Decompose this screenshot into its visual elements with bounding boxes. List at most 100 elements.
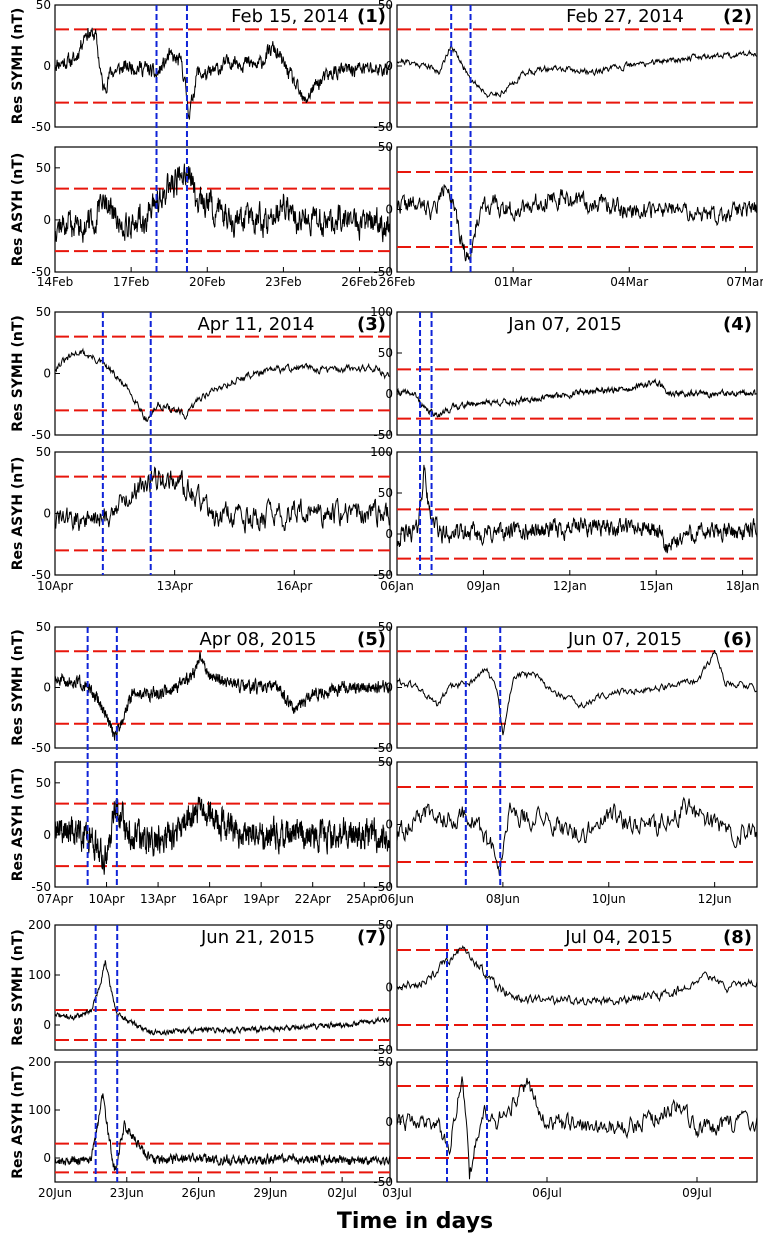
panel-title: Jul 04, 2015 bbox=[564, 927, 673, 948]
asyh-frame bbox=[54, 1061, 391, 1183]
symh-ytick-label: 100 bbox=[28, 968, 51, 982]
asyh-ytick-label: 50 bbox=[36, 776, 51, 790]
symh-subplot: -50 0 50 bbox=[373, 620, 758, 755]
symh-ytick-label: 50 bbox=[378, 918, 393, 932]
xtick-label: 06Jun bbox=[380, 892, 414, 906]
xtick-label: 12Jan bbox=[553, 579, 587, 593]
symh-ytick-label: -50 bbox=[373, 741, 393, 755]
asyh-ylabel: Res ASYH (nT) bbox=[10, 457, 26, 570]
xtick-label: 13Apr bbox=[157, 579, 193, 593]
symh-ytick-label: 0 bbox=[43, 1018, 51, 1032]
asyh-ylabel: Res ASYH (nT) bbox=[10, 1065, 26, 1178]
symh-ytick-label: -50 bbox=[373, 120, 393, 134]
xtick-label: 08Jun bbox=[486, 892, 520, 906]
asyh-ytick-label: -50 bbox=[31, 265, 51, 279]
panel-title: Feb 27, 2014 bbox=[566, 6, 684, 27]
xtick-label: 09Jul bbox=[682, 1186, 712, 1200]
asyh-ytick-label: 0 bbox=[43, 213, 51, 227]
symh-ylabel: Res SYMH (nT) bbox=[10, 629, 26, 746]
xtick-label: 17Feb bbox=[113, 275, 150, 289]
xtick-label: 04Mar bbox=[610, 275, 648, 289]
asyh-subplot: -50 0 50 Res ASYH (nT) bbox=[10, 146, 391, 279]
panel-number: (4) bbox=[723, 314, 752, 335]
asyh-ytick-label: 0 bbox=[385, 818, 393, 832]
symh-ytick-label: 50 bbox=[378, 0, 393, 12]
panel-title: Jan 07, 2015 bbox=[507, 314, 622, 335]
symh-ytick-label: 0 bbox=[385, 59, 393, 73]
symh-ytick-label: 0 bbox=[385, 387, 393, 401]
asyh-ytick-label: 0 bbox=[43, 1151, 51, 1165]
xtick-label: 23Feb bbox=[265, 275, 302, 289]
asyh-ytick-label: 0 bbox=[43, 507, 51, 521]
symh-trace bbox=[396, 649, 758, 736]
asyh-subplot: -50 0 50 Res ASYH (nT) bbox=[10, 761, 391, 894]
xtick-label: 20Jun bbox=[38, 1186, 72, 1200]
xtick-label: 09Jan bbox=[467, 579, 501, 593]
xtick-label: 16Apr bbox=[192, 892, 228, 906]
xtick-label: 01Mar bbox=[494, 275, 532, 289]
symh-ytick-label: 0 bbox=[385, 681, 393, 695]
asyh-ylabel: Res ASYH (nT) bbox=[10, 768, 26, 881]
asyh-trace bbox=[396, 464, 758, 554]
xtick-label: 26Feb bbox=[379, 275, 416, 289]
xtick-label: 06Jul bbox=[532, 1186, 562, 1200]
asyh-ytick-label: 0 bbox=[385, 527, 393, 541]
symh-trace bbox=[396, 378, 758, 418]
symh-ytick-label: 0 bbox=[43, 59, 51, 73]
symh-trace bbox=[54, 27, 391, 120]
xtick-label: 02Jul bbox=[327, 1186, 357, 1200]
panel-number: (1) bbox=[357, 6, 386, 27]
symh-ytick-label: -50 bbox=[31, 741, 51, 755]
asyh-ytick-label: 50 bbox=[378, 1055, 393, 1069]
xtick-label: 06Jan bbox=[380, 579, 414, 593]
symh-subplot: -50 0 50 bbox=[373, 918, 758, 1057]
symh-ytick-label: 200 bbox=[28, 918, 51, 932]
panel-number: (3) bbox=[357, 314, 386, 335]
symh-frame bbox=[54, 924, 391, 1051]
panel-4: -50 0 50 100 -50 0 50 100 06Jan 09Jan 12Jan 15Jan 18… bbox=[370, 305, 759, 593]
symh-ytick-label: 100 bbox=[370, 305, 393, 319]
asyh-ytick-label: 50 bbox=[36, 445, 51, 459]
xtick-label: 19Apr bbox=[243, 892, 279, 906]
panel-5: -50 0 50 Res SYMH (nT) -50 0 50 Res ASYH (nT) 07… bbox=[10, 620, 391, 906]
asyh-ytick-label: 0 bbox=[385, 1115, 393, 1129]
xtick-label: 26Jun bbox=[182, 1186, 216, 1200]
symh-ylabel: Res SYMH (nT) bbox=[10, 315, 26, 432]
panel-title: Apr 11, 2014 bbox=[197, 314, 314, 335]
asyh-subplot: -50 0 50 Res ASYH (nT) bbox=[10, 445, 391, 582]
xtick-label: 10Apr bbox=[89, 892, 125, 906]
asyh-ytick-label: 0 bbox=[385, 203, 393, 217]
panel-2: -50 0 50 -50 0 50 26Feb 01Mar 04Mar 07Mar Feb 27, … bbox=[373, 0, 763, 289]
xtick-label: 23Jun bbox=[110, 1186, 144, 1200]
panel-number: (8) bbox=[723, 927, 752, 948]
panel-title: Feb 15, 2014 bbox=[231, 6, 349, 27]
panel-1: -50 0 50 Res SYMH (nT) -50 0 50 Res ASYH (nT) 14… bbox=[10, 0, 391, 289]
symh-ytick-label: 0 bbox=[385, 981, 393, 995]
xtick-label: 12Jun bbox=[698, 892, 732, 906]
symh-frame bbox=[396, 311, 758, 436]
symh-subplot: -50 0 50 bbox=[373, 0, 758, 134]
xtick-label: 22Apr bbox=[295, 892, 331, 906]
panel-number: (6) bbox=[723, 629, 752, 650]
asyh-frame bbox=[54, 146, 391, 273]
symh-trace bbox=[54, 960, 391, 1037]
symh-ytick-label: 50 bbox=[36, 0, 51, 12]
asyh-trace bbox=[54, 796, 391, 875]
symh-ytick-label: 0 bbox=[43, 681, 51, 695]
asyh-ytick-label: 0 bbox=[43, 828, 51, 842]
asyh-trace bbox=[396, 796, 758, 876]
asyh-trace bbox=[54, 163, 391, 243]
symh-trace bbox=[396, 45, 758, 99]
asyh-subplot: -50 0 50 bbox=[373, 140, 758, 279]
symh-trace bbox=[396, 944, 758, 1007]
asyh-ytick-label: 200 bbox=[28, 1055, 51, 1069]
panel-title: Jun 21, 2015 bbox=[200, 927, 315, 948]
symh-ytick-label: 50 bbox=[36, 620, 51, 634]
symh-ylabel: Res SYMH (nT) bbox=[10, 8, 26, 125]
asyh-ytick-label: -50 bbox=[31, 568, 51, 582]
xtick-label: 13Apr bbox=[140, 892, 176, 906]
figure-xlabel: Time in days bbox=[337, 1209, 493, 1234]
symh-ytick-label: -50 bbox=[373, 1043, 393, 1057]
